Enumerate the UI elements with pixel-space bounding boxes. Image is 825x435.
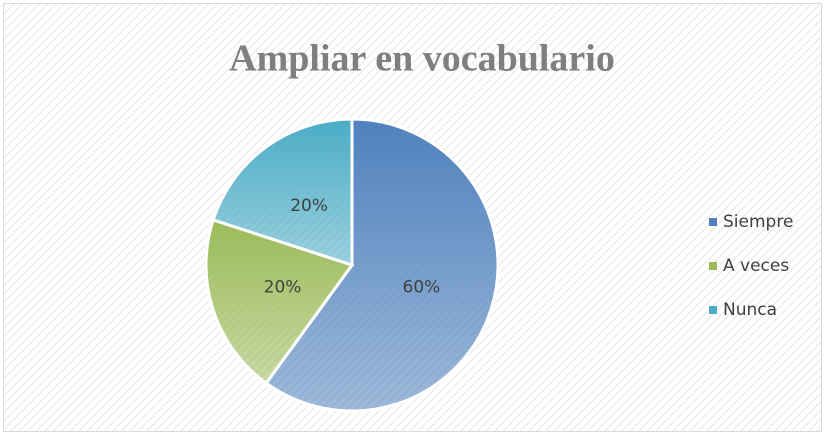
- pie-slice: [211, 117, 354, 268]
- pie: 60% 20% 20%: [204, 117, 500, 413]
- data-label: 60%: [403, 278, 441, 298]
- data-label: 20%: [290, 196, 328, 216]
- pie-slice: [204, 217, 355, 386]
- data-label: 20%: [264, 278, 302, 298]
- legend: Siempre A veces Nunca: [709, 212, 793, 320]
- chart-title: Ampliar en vocabulario: [229, 38, 615, 80]
- legend-label: Siempre: [723, 212, 793, 232]
- legend-marker: [709, 306, 717, 314]
- legend-label: Nunca: [723, 300, 777, 320]
- legend-marker: [709, 218, 717, 226]
- legend-marker: [709, 262, 717, 270]
- legend-label: A veces: [723, 256, 789, 276]
- pie-slice: [264, 117, 500, 413]
